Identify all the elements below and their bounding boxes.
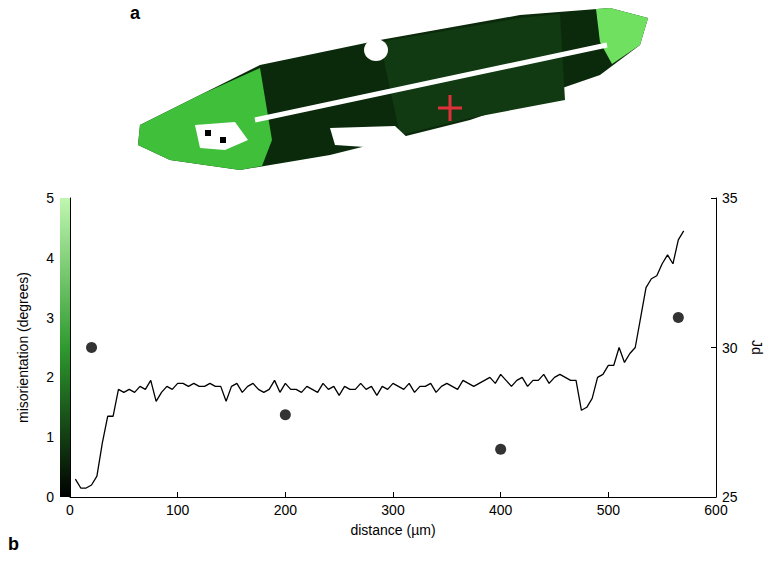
svg-text:b: b — [8, 534, 19, 554]
svg-text:200: 200 — [274, 502, 298, 518]
svg-text:35: 35 — [722, 190, 738, 206]
svg-text:1: 1 — [46, 429, 54, 445]
svg-text:2: 2 — [46, 369, 54, 385]
svg-text:misorientation (degrees): misorientation (degrees) — [15, 272, 31, 423]
svg-text:25: 25 — [722, 489, 738, 505]
svg-text:600: 600 — [704, 502, 728, 518]
svg-text:30: 30 — [722, 340, 738, 356]
svg-text:0: 0 — [46, 489, 54, 505]
svg-text:300: 300 — [381, 502, 405, 518]
svg-text:5: 5 — [46, 190, 54, 206]
svg-text:400: 400 — [489, 502, 513, 518]
svg-text:Jd: Jd — [749, 340, 765, 355]
svg-text:3: 3 — [46, 310, 54, 326]
svg-text:0: 0 — [66, 502, 74, 518]
svg-text:500: 500 — [597, 502, 621, 518]
svg-text:100: 100 — [166, 502, 190, 518]
svg-text:a: a — [130, 3, 141, 23]
svg-text:distance (µm): distance (µm) — [350, 522, 435, 538]
svg-text:4: 4 — [46, 250, 54, 266]
